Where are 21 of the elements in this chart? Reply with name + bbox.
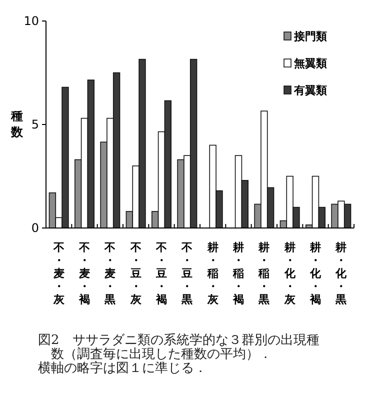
y-tick-label: 10: [24, 14, 39, 28]
legend-label: 有翼類: [293, 84, 327, 97]
x-tick-label: 不・麦・灰: [52, 241, 66, 306]
x-tick-label: 耕・稲・褐: [232, 241, 244, 306]
y-tick-label: 5: [31, 118, 39, 132]
x-tick-label: 耕・化・灰: [283, 241, 296, 306]
x-tick-label: 耕・稲・灰: [206, 241, 220, 306]
x-tick-label: 耕・化・褐: [309, 241, 322, 306]
x-tick-label: 不・豆・褐: [155, 241, 167, 306]
caption: 図2 ササラダニ類の系統学的な３群別の出現種数（調査毎に出現した種数の平均）．: [38, 333, 320, 362]
x-tick-label: 耕・化・黒: [334, 241, 348, 306]
x-tick-label: 不・豆・黒: [180, 241, 194, 306]
x-tick-label: 不・豆・灰: [129, 241, 142, 306]
legend-label: 接門類: [293, 30, 327, 43]
x-tick-label: 不・麦・褐: [78, 241, 90, 306]
y-axis-title: 種数: [10, 109, 24, 139]
legend-label: 無翼類: [293, 57, 327, 70]
x-tick-label: 不・麦・黒: [104, 241, 117, 306]
text: 横軸の略字は図１に準じる．: [38, 361, 208, 376]
x-tick-label: 耕・稲・黒: [258, 241, 271, 306]
y-tick-label: 0: [31, 221, 39, 235]
